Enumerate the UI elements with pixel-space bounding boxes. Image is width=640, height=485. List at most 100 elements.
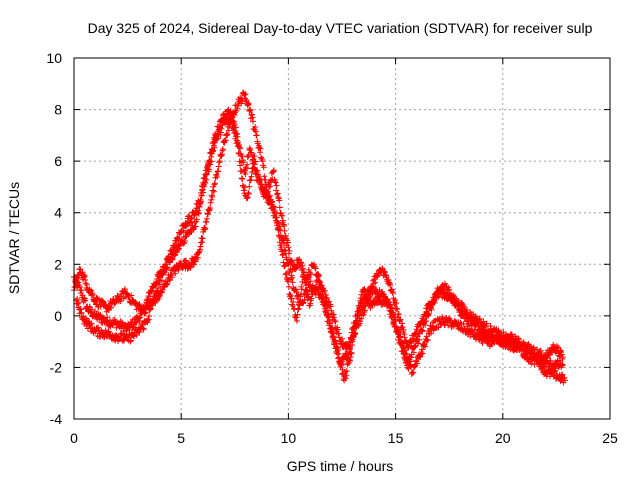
track-c-marker <box>394 327 401 334</box>
track-b-marker <box>81 274 88 281</box>
track-c-marker <box>356 306 363 313</box>
track-c-marker <box>399 344 406 351</box>
track-c-marker <box>191 211 198 218</box>
track-c-marker <box>322 308 329 315</box>
track-c-marker <box>326 318 333 325</box>
track-c-marker <box>302 277 309 284</box>
track-b-marker <box>551 368 558 375</box>
track-c-marker <box>557 357 564 364</box>
track-c-marker <box>419 350 426 357</box>
track-b-marker <box>285 244 292 251</box>
track-c-marker <box>311 289 318 296</box>
track-a-marker <box>153 279 160 286</box>
track-b-marker <box>169 274 176 281</box>
track-a-marker <box>289 279 296 286</box>
track-b-marker <box>411 330 418 337</box>
track-b-marker <box>382 272 389 279</box>
track-b-marker <box>412 331 419 338</box>
track-c-marker <box>330 330 337 337</box>
track-c-marker <box>328 325 335 332</box>
track-c-marker <box>278 244 285 251</box>
track-b-marker <box>194 254 201 261</box>
track-c-marker <box>88 320 95 327</box>
track-c-marker <box>211 139 218 146</box>
track-b-marker <box>299 265 306 272</box>
track-b-marker <box>450 295 457 302</box>
track-b-marker <box>280 217 287 224</box>
track-a-marker <box>183 233 190 240</box>
track-c-marker <box>391 323 398 330</box>
track-c-marker <box>162 264 169 271</box>
track-c-marker <box>273 214 280 221</box>
track-c-marker <box>304 287 311 294</box>
track-b-marker <box>379 265 386 272</box>
track-c-marker <box>239 175 246 182</box>
track-b-marker <box>261 173 268 180</box>
track-c-marker <box>207 161 214 168</box>
track-b-marker <box>557 378 564 385</box>
track-b-marker <box>196 246 203 253</box>
track-c-marker <box>353 320 360 327</box>
track-b-marker <box>128 292 135 299</box>
track-c-marker <box>339 371 345 378</box>
track-b-marker <box>222 137 229 144</box>
track-b-marker <box>272 179 279 186</box>
track-b-marker <box>252 124 259 131</box>
track-c-marker <box>269 203 276 210</box>
track-c-marker <box>188 215 195 222</box>
track-b-marker <box>358 315 365 322</box>
track-b-marker <box>334 326 341 333</box>
track-a-marker <box>545 352 552 359</box>
track-c-marker <box>543 364 550 371</box>
track-b-marker <box>199 239 206 246</box>
track-c-marker <box>208 158 215 165</box>
track-c-marker <box>279 252 286 259</box>
track-c-marker <box>460 321 467 328</box>
track-b-marker <box>412 330 419 337</box>
track-c-marker <box>512 339 519 346</box>
track-b-marker <box>483 320 490 327</box>
track-c-marker <box>209 148 216 155</box>
track-c-marker <box>355 302 362 309</box>
track-b-marker <box>99 298 106 305</box>
track-a-marker <box>133 319 140 326</box>
track-c-marker <box>307 300 314 307</box>
track-a-marker <box>136 318 143 325</box>
track-c-marker <box>75 299 82 306</box>
track-b-marker <box>247 107 254 114</box>
track-a-marker <box>240 159 247 166</box>
track-b-marker <box>184 265 191 272</box>
track-c-marker <box>248 173 255 180</box>
track-b-marker <box>278 212 285 219</box>
track-c-marker <box>256 177 263 184</box>
x-tick-label: 5 <box>177 430 185 446</box>
track-b-marker <box>386 279 393 286</box>
track-c-marker <box>329 324 336 331</box>
track-a-marker <box>182 233 189 240</box>
track-c-marker <box>335 347 342 354</box>
track-c-marker <box>300 269 307 276</box>
track-b-marker <box>249 114 256 121</box>
track-b-marker <box>257 145 264 152</box>
track-c-marker <box>230 125 237 132</box>
track-a-marker <box>445 286 452 293</box>
track-c-marker <box>147 305 154 312</box>
track-b-point <box>216 158 223 165</box>
track-c-marker <box>325 314 332 321</box>
track-b-marker <box>97 303 104 310</box>
y-tick-label: 6 <box>54 153 62 169</box>
x-tick-label: 15 <box>388 430 404 446</box>
track-c-marker <box>232 133 239 140</box>
track-c-marker <box>111 336 118 343</box>
track-a-marker <box>119 319 126 326</box>
track-b-marker <box>281 222 288 229</box>
track-b-marker <box>508 331 515 338</box>
track-c-marker <box>412 357 419 364</box>
track-b-marker <box>346 344 353 351</box>
track-b-marker <box>288 257 295 264</box>
track-c-marker <box>547 357 554 364</box>
track-a-marker <box>289 274 296 281</box>
track-c-marker <box>367 305 374 312</box>
track-c-marker <box>203 176 210 183</box>
track-b-point <box>208 196 215 203</box>
